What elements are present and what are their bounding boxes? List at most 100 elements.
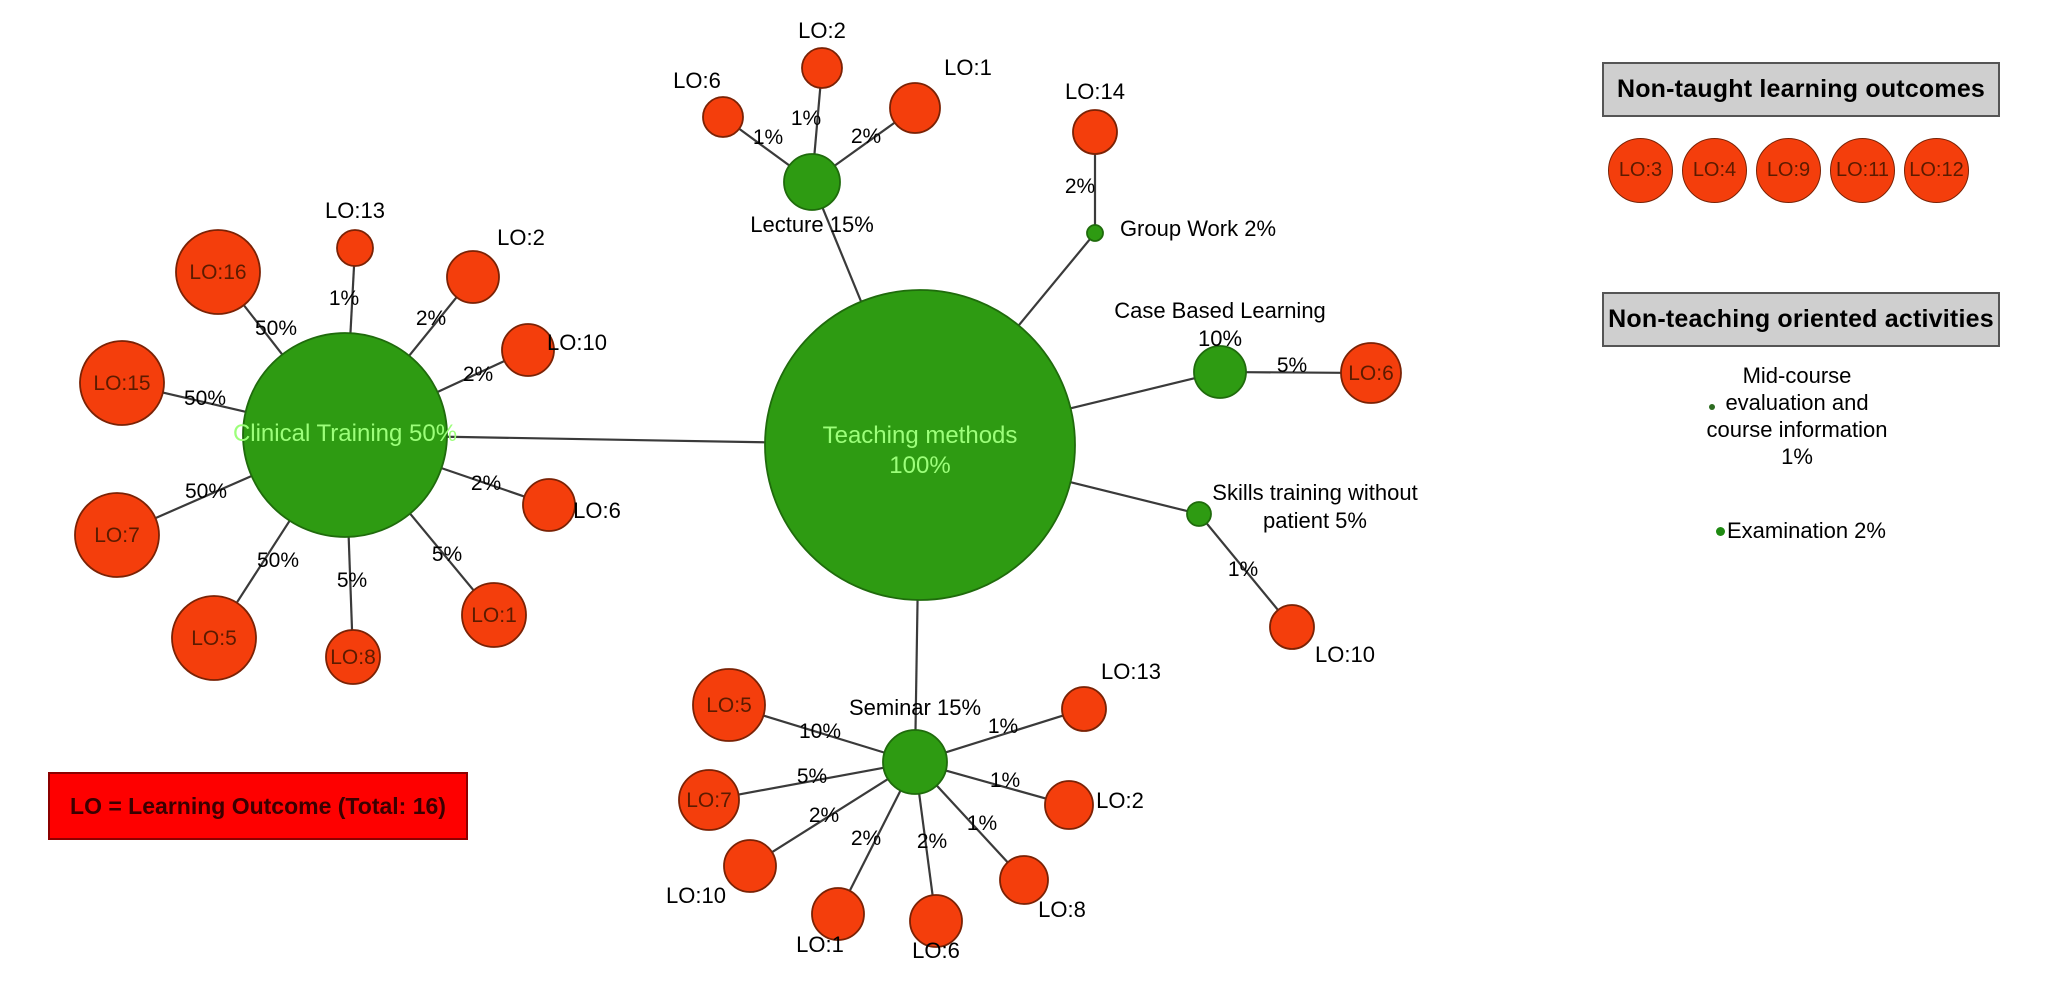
pct-node-seminar-lo7: 5% [797, 765, 827, 788]
node-seminar-lo5[interactable] [692, 668, 766, 742]
node-seminar-lo10[interactable] [723, 839, 777, 893]
node-lecture-lo6[interactable] [702, 96, 744, 138]
node-lecture-lo1[interactable] [889, 82, 941, 134]
label-node-seminar-lo5: LO:5 [706, 694, 752, 717]
pct-node-case-based-learning-lo6: 5% [1277, 354, 1307, 377]
edge-clinical-training-to-LO7 [155, 474, 253, 520]
edge-clinical-training-to-LO15 [162, 391, 246, 413]
edge-lecture-to-LO2 [813, 87, 822, 155]
label-lecture: Lecture 15% [750, 212, 874, 237]
edge-clinical-training-to-LO5 [235, 520, 291, 604]
node-teaching-methods[interactable] [764, 289, 1076, 601]
edge-seminar-to-LO13 [945, 714, 1064, 754]
value-case-based-learning: 10% [1198, 326, 1242, 351]
edge-seminar-to-LO7 [738, 766, 884, 796]
node-group-work[interactable] [1086, 224, 1104, 242]
edge-seminar-to-LO1 [848, 790, 902, 892]
edge-clinical-training-to-LO2 [408, 296, 458, 357]
node-lecture[interactable] [783, 153, 841, 211]
node-seminar-lo6[interactable] [909, 894, 963, 948]
label-group-work: Group Work 2% [1120, 216, 1276, 241]
pct-node-clinical-training-lo15: 50% [184, 387, 226, 410]
value-teaching-methods: 100% [889, 452, 950, 479]
node-clinical-training-lo1[interactable] [461, 582, 527, 648]
pct-node-clinical-training-lo10: 2% [463, 363, 493, 386]
edge-teaching-methods-to-lecture [821, 207, 863, 303]
pct-node-skills-training-lo10: 1% [1228, 558, 1258, 581]
node-seminar-lo8[interactable] [999, 855, 1049, 905]
label-node-case-based-learning-lo6: LO:6 [1348, 362, 1394, 385]
non-taught-lo-chip: LO:12 [1904, 138, 1969, 203]
edge-clinical-training-to-LO13 [349, 265, 356, 334]
edge-teaching-methods-to-seminar [914, 599, 919, 731]
mid-course-line-1: Mid-course [1742, 363, 1852, 388]
non-taught-lo-chip: LO:11 [1830, 138, 1895, 203]
pct-node-lecture-lo1: 2% [851, 125, 881, 148]
legend-key-text: LO = Learning Outcome (Total: 16) [70, 792, 446, 819]
node-seminar-lo1[interactable] [811, 887, 865, 941]
label-node-seminar-lo7: LO:7 [686, 789, 732, 812]
label-node-skills-training-lo10: LO:10 [1315, 642, 1375, 667]
label-node-seminar-lo8: LO:8 [1038, 897, 1086, 922]
label-node-clinical-training-lo8: LO:8 [330, 646, 376, 669]
panel-non-teaching-activities: Non-teaching oriented activities [1602, 292, 2000, 347]
label-node-seminar-lo13: LO:13 [1101, 659, 1161, 684]
node-clinical-training-lo10[interactable] [501, 323, 555, 377]
legend-key-box: LO = Learning Outcome (Total: 16) [48, 772, 468, 840]
node-group-work-lo14[interactable] [1072, 109, 1118, 155]
panel-non-teaching-title: Non-teaching oriented activities [1608, 305, 1994, 333]
activity-mid-course-evaluation: Mid-course evaluation and course informa… [1672, 362, 1922, 470]
label-seminar: Seminar 15% [849, 695, 981, 720]
label-node-seminar-lo1: LO:1 [796, 932, 844, 957]
label-node-clinical-training-lo7: LO:7 [94, 524, 140, 547]
node-seminar-lo13[interactable] [1061, 686, 1107, 732]
edge-teaching-methods-to-group-work [1017, 238, 1091, 327]
label-clinical-training: Clinical Training 50% [233, 420, 457, 447]
label-node-clinical-training-lo2: LO:2 [497, 225, 545, 250]
non-taught-lo-chip: LO:4 [1682, 138, 1747, 203]
mid-course-line-2: evaluation and [1725, 390, 1869, 415]
node-clinical-training-lo8[interactable] [325, 629, 381, 685]
node-seminar[interactable] [882, 729, 948, 795]
label-node-lecture-lo1: LO:1 [944, 55, 992, 80]
node-clinical-training-lo6[interactable] [522, 478, 576, 532]
pct-node-clinical-training-lo2: 2% [416, 307, 446, 330]
node-clinical-training-lo7[interactable] [74, 492, 160, 578]
node-skills-training-lo10[interactable] [1269, 604, 1315, 650]
pct-node-seminar-lo8: 1% [967, 812, 997, 835]
label-skills-training: Skills training without [1212, 480, 1417, 505]
examination-marker-dot-icon [1716, 526, 1725, 536]
node-case-based-learning-lo6[interactable] [1340, 342, 1402, 404]
pct-node-seminar-lo13: 1% [988, 715, 1018, 738]
edge-seminar-to-LO8 [935, 784, 1009, 864]
node-clinical-training-lo13[interactable] [336, 229, 374, 267]
pct-node-seminar-lo5: 10% [799, 720, 841, 743]
node-clinical-training-lo16[interactable] [175, 229, 261, 315]
pct-node-clinical-training-lo7: 50% [185, 480, 227, 503]
node-seminar-lo7[interactable] [678, 769, 740, 831]
mid-course-line-3: course information [1706, 417, 1888, 442]
examination-label: Examination 2% [1727, 518, 1886, 543]
node-skills-training[interactable] [1186, 501, 1212, 527]
pct-node-seminar-lo6: 2% [917, 830, 947, 853]
node-seminar-lo2[interactable] [1044, 780, 1094, 830]
label-node-seminar-lo2: LO:2 [1096, 788, 1144, 813]
pct-node-lecture-lo2: 1% [791, 107, 821, 130]
edge-clinical-training-to-LO8 [347, 536, 354, 631]
label-node-clinical-training-lo10: LO:10 [547, 330, 607, 355]
pct-node-lecture-lo6: 1% [753, 126, 783, 149]
pct-node-seminar-lo1: 2% [851, 827, 881, 850]
node-clinical-training[interactable] [242, 332, 448, 538]
node-clinical-training-lo15[interactable] [79, 340, 165, 426]
node-lecture-lo2[interactable] [801, 47, 843, 89]
node-clinical-training-lo2[interactable] [446, 250, 500, 304]
non-taught-lo-chips: LO:3 LO:4 LO:9 LO:11 LO:12 [1608, 138, 1969, 203]
label-node-clinical-training-lo5: LO:5 [191, 627, 237, 650]
pct-node-group-work-lo14: 2% [1065, 175, 1095, 198]
node-case-based-learning[interactable] [1193, 345, 1247, 399]
node-clinical-training-lo5[interactable] [171, 595, 257, 681]
label-node-lecture-lo6: LO:6 [673, 68, 721, 93]
edge-teaching-methods-to-case-based-learning [1070, 377, 1195, 410]
panel-non-taught-learning-outcomes: Non-taught learning outcomes [1602, 62, 2000, 117]
